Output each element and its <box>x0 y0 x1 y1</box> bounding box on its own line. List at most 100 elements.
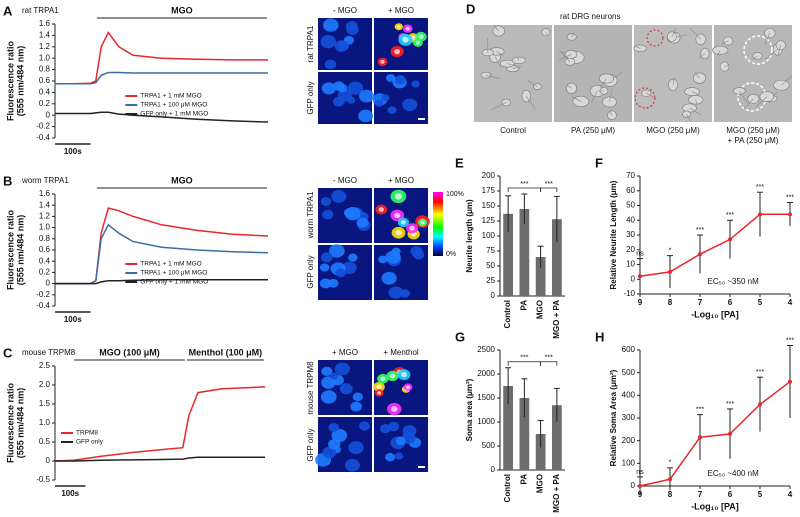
row-label: mouse TRPM8 <box>306 361 315 415</box>
cell <box>324 59 337 70</box>
highlight <box>646 29 664 47</box>
cell <box>335 268 347 278</box>
neurite <box>739 90 748 104</box>
y-axis-label: Neurite length (μm) <box>465 199 474 273</box>
annotation: *** <box>726 401 734 408</box>
image <box>554 25 632 122</box>
cell <box>410 246 423 257</box>
neurite <box>571 96 581 102</box>
neurite <box>671 27 677 37</box>
neurite <box>781 75 793 86</box>
annotation: *** <box>756 369 764 376</box>
cell <box>328 422 340 432</box>
y-tick-label: 0.2 <box>39 99 51 108</box>
annotation: *** <box>786 194 794 201</box>
neurite <box>609 111 613 116</box>
column-label: + MGO <box>388 6 414 15</box>
cell-core <box>401 372 407 378</box>
y-tick-label: 0 <box>46 110 51 119</box>
cell-core <box>394 212 401 219</box>
x-tick-label: MGO <box>536 474 545 493</box>
significance-bracket <box>540 361 558 366</box>
cell <box>387 421 400 432</box>
neurite <box>764 49 778 60</box>
cell <box>385 250 401 264</box>
y-axis-label-units: (555 nm/484 nm) <box>15 215 25 286</box>
significance-label: *** <box>520 181 528 188</box>
neuron <box>602 96 617 108</box>
panel-letter: B <box>3 173 12 188</box>
cell <box>322 209 334 220</box>
point <box>758 212 762 217</box>
neurite <box>698 53 706 59</box>
y-tick-label: 200 <box>622 436 636 445</box>
significance-label: *** <box>520 355 528 362</box>
neurite <box>507 63 517 67</box>
y-tick-label: 150 <box>482 201 496 210</box>
neurite <box>545 32 549 36</box>
panel-letter: G <box>455 329 465 344</box>
cell <box>347 81 364 95</box>
cell <box>348 441 364 455</box>
cell <box>352 392 363 402</box>
neurite <box>777 45 782 55</box>
point <box>638 274 642 279</box>
cell-core <box>380 59 385 64</box>
cell <box>331 190 347 203</box>
cell <box>359 89 375 103</box>
column-label: + Menthol <box>383 348 419 357</box>
cell <box>345 458 361 472</box>
neurite <box>724 64 729 67</box>
y-tick-label: 125 <box>482 216 496 225</box>
y-tick-label: -0.5 <box>36 475 50 484</box>
panel-letter: D <box>466 1 475 16</box>
scale-label: 100s <box>61 489 79 498</box>
ec50-label: EC₅₀ ~350 nM <box>708 277 760 286</box>
y-tick-label: -0.2 <box>36 290 50 299</box>
series-line <box>55 456 265 462</box>
significance-bracket <box>507 361 542 366</box>
cell <box>319 263 330 272</box>
cell <box>322 18 339 32</box>
legend-label: TRPA1 + 100 μM MGO <box>140 270 207 277</box>
y-tick-label: 100 <box>482 231 496 240</box>
cell <box>350 401 362 412</box>
neurite <box>600 78 607 88</box>
neurite <box>634 45 641 49</box>
cell <box>320 252 333 263</box>
neurite <box>689 107 702 116</box>
colorbar-max: 100% <box>446 191 464 198</box>
cell <box>334 362 350 376</box>
neurite <box>493 24 499 32</box>
y-tick-label: 50 <box>626 201 635 210</box>
series-line <box>55 278 268 285</box>
cell <box>329 244 345 258</box>
legend-label: TRPM8 <box>76 430 98 437</box>
neurite <box>517 56 520 61</box>
y-axis-label: Fluorescence ratio <box>5 40 15 121</box>
y-tick-label: 0.5 <box>39 437 51 446</box>
column-label: + MGO <box>388 176 414 185</box>
x-tick-label: 5 <box>758 490 763 499</box>
y-tick-label: -10 <box>623 289 635 298</box>
x-tick-label: Control <box>503 474 512 502</box>
point <box>788 212 792 217</box>
annotation: ns <box>636 469 644 476</box>
cell <box>411 80 420 88</box>
x-tick-label: PA <box>519 474 528 485</box>
cell <box>347 253 358 262</box>
x-tick-label: MGO <box>536 300 545 319</box>
cell <box>321 376 336 389</box>
cell <box>319 278 332 289</box>
y-tick-label: 1.0 <box>39 53 51 62</box>
neuron <box>693 72 706 84</box>
scale-label: 100s <box>64 147 82 156</box>
y-tick-label: 200 <box>482 171 496 180</box>
bar <box>519 209 530 296</box>
x-tick-label: 5 <box>758 298 763 307</box>
series-line <box>639 381 791 487</box>
y-tick-label: 0 <box>491 465 496 474</box>
image-label: + PA (250 μM) <box>728 136 779 145</box>
panel-letter: C <box>3 345 13 360</box>
column-label: - MGO <box>333 6 357 15</box>
